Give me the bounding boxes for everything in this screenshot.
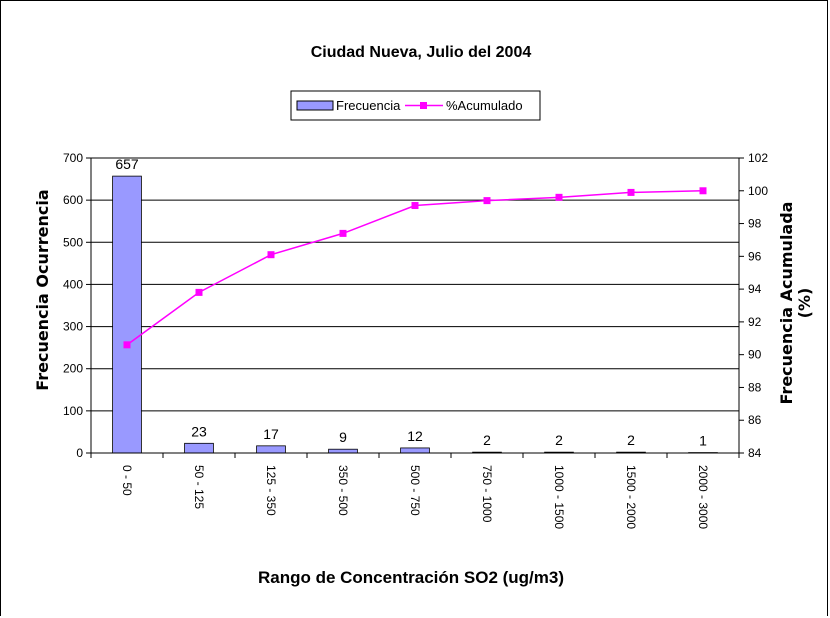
point-acumulado-3 xyxy=(339,229,347,237)
y-tick-label-6: 600 xyxy=(63,193,83,207)
x-tick-label-8: 2000 - 3000 xyxy=(696,465,710,529)
line-series xyxy=(123,187,707,349)
data-label-8: 1 xyxy=(699,433,707,449)
point-acumulado-5 xyxy=(483,197,491,205)
x-tick-label-7: 1500 - 2000 xyxy=(624,465,638,529)
x-tick-label-6: 1000 - 1500 xyxy=(552,465,566,529)
legend-marker-acumulado xyxy=(420,102,427,109)
point-acumulado-1 xyxy=(195,288,203,296)
y-tick-label-7: 700 xyxy=(63,151,83,165)
data-label-1: 23 xyxy=(191,423,207,439)
point-acumulado-0 xyxy=(123,341,131,349)
y-tick-label-3: 300 xyxy=(63,320,83,334)
y2-tick-label-0: 84 xyxy=(748,446,762,460)
x-tick-label-1: 50 - 125 xyxy=(192,465,206,509)
legend: Frecuencia %Acumulado xyxy=(290,90,541,121)
bar-2 xyxy=(256,445,286,454)
x-tick-label-5: 750 - 1000 xyxy=(480,465,494,523)
point-acumulado-4 xyxy=(411,202,419,210)
bar-3 xyxy=(328,448,358,454)
y2-axis-label: Frecuencia Acumulada xyxy=(777,202,796,405)
y2-axis-label-unit: (%) xyxy=(795,288,814,319)
legend-label-frecuencia: Frecuencia xyxy=(336,98,401,113)
data-label-4: 12 xyxy=(407,428,423,444)
y-axis-label: Frecuencia Ocurrencia xyxy=(33,189,52,390)
data-label-2: 17 xyxy=(263,426,279,442)
axes xyxy=(90,158,740,454)
data-label-0: 657 xyxy=(115,156,139,172)
data-labels: 657 23 17 9 12 2 2 2 1 xyxy=(115,156,707,448)
x-tick-label-4: 500 - 750 xyxy=(408,465,422,516)
x-tick-label-3: 350 - 500 xyxy=(336,465,350,516)
point-acumulado-7 xyxy=(627,188,635,196)
y-axis-ticks: 0 100 200 300 400 500 600 700 xyxy=(63,151,91,460)
y2-tick-label-8: 100 xyxy=(748,184,768,198)
y2-tick-label-3: 90 xyxy=(748,348,762,362)
bar-4 xyxy=(400,447,430,454)
data-label-6: 2 xyxy=(555,432,563,448)
y2-tick-label-9: 102 xyxy=(748,151,768,165)
point-acumulado-8 xyxy=(699,187,707,195)
y2-tick-label-5: 94 xyxy=(748,282,762,296)
x-axis-label: Rango de Concentración SO2 (ug/m3) xyxy=(258,568,564,587)
point-acumulado-6 xyxy=(555,193,563,201)
point-acumulado-2 xyxy=(267,251,275,259)
legend-label-acumulado: %Acumulado xyxy=(446,98,523,113)
data-label-3: 9 xyxy=(339,429,347,445)
chart-title: Ciudad Nueva, Julio del 2004 xyxy=(311,44,532,61)
y2-tick-label-6: 96 xyxy=(748,249,762,263)
line-acumulado xyxy=(126,190,704,346)
y2-tick-label-2: 88 xyxy=(748,380,762,394)
legend-swatch-frecuencia xyxy=(296,100,334,111)
y2-axis-ticks: 84 86 88 90 92 94 96 98 100 102 xyxy=(739,151,768,460)
y2-tick-label-1: 86 xyxy=(748,413,762,427)
x-tick-label-2: 125 - 350 xyxy=(264,465,278,516)
x-tick-label-0: 0 - 50 xyxy=(120,465,134,496)
y-tick-label-5: 500 xyxy=(63,235,83,249)
data-label-7: 2 xyxy=(627,432,635,448)
bar-0 xyxy=(112,175,142,454)
bar-1 xyxy=(184,442,214,454)
y-tick-label-2: 200 xyxy=(63,362,83,376)
gridlines xyxy=(91,157,739,412)
bars xyxy=(112,175,718,454)
y-tick-label-4: 400 xyxy=(63,277,83,291)
data-label-5: 2 xyxy=(483,432,491,448)
y-tick-label-1: 100 xyxy=(63,404,83,418)
x-axis-ticks: 0 - 50 50 - 125 125 - 350 350 - 500 500 - 75… xyxy=(90,453,740,529)
y2-tick-label-7: 98 xyxy=(748,217,762,231)
y-tick-label-0: 0 xyxy=(76,446,83,460)
y2-tick-label-4: 92 xyxy=(748,315,762,329)
